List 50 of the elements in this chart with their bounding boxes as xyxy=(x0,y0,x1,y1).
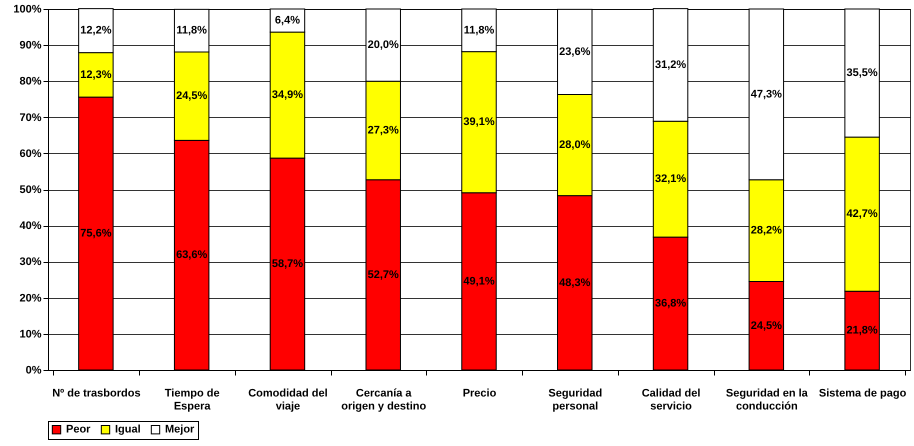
x-tick-label: Nº de trasbordos xyxy=(52,388,141,400)
data-label: 23,6% xyxy=(559,46,591,58)
data-label: 39,1% xyxy=(463,116,495,128)
legend-label: Peor xyxy=(66,424,92,436)
data-label: 27,3% xyxy=(368,124,400,136)
data-label: 12,3% xyxy=(80,68,112,81)
x-tick-label: Calidad del servicio xyxy=(642,388,700,412)
y-tick-label: 100% xyxy=(13,4,42,16)
data-label: 11,8% xyxy=(176,24,208,37)
data-label: 35,5% xyxy=(846,67,878,80)
y-tick-label: 0% xyxy=(26,364,42,376)
x-tick-label: Seguridad en la conducción xyxy=(726,388,809,412)
y-tick-label: 30% xyxy=(19,256,42,268)
data-label: 11,8% xyxy=(464,24,495,36)
y-tick-label: 10% xyxy=(19,328,42,340)
y-tick-label: 40% xyxy=(19,220,42,232)
data-label: 32,1% xyxy=(654,173,686,186)
legend-label: Mejor xyxy=(165,424,196,436)
data-label: 47,3% xyxy=(750,88,782,100)
data-label: 31,2% xyxy=(654,58,686,71)
data-label: 21,8% xyxy=(846,324,878,337)
data-label: 20,0% xyxy=(368,39,400,52)
data-label: 36,8% xyxy=(654,298,686,310)
data-label: 42,7% xyxy=(846,208,878,220)
y-tick-label: 80% xyxy=(19,76,42,88)
data-label: 24,5% xyxy=(176,90,208,102)
data-label: 63,6% xyxy=(176,249,208,262)
data-label: 24,5% xyxy=(750,320,782,332)
data-label: 75,6% xyxy=(80,228,112,240)
y-tick-label: 70% xyxy=(19,112,42,124)
x-tick-label: Tiempo de Espera xyxy=(164,388,220,412)
x-tick-label: Sistema de pago xyxy=(818,388,907,400)
x-tick-label: Seguridad personal xyxy=(548,388,602,412)
legend-label: Igual xyxy=(115,424,141,436)
data-label: 52,7% xyxy=(368,268,400,281)
y-tick-label: 60% xyxy=(19,148,42,160)
y-tick-label: 20% xyxy=(19,292,42,304)
data-label: 48,3% xyxy=(559,276,591,289)
data-label: 34,9% xyxy=(272,89,304,102)
data-label: 6,4% xyxy=(274,14,300,27)
data-label: 49,1% xyxy=(463,275,495,288)
data-label: 28,2% xyxy=(750,224,782,237)
y-tick-label: 50% xyxy=(19,184,42,196)
data-label: 28,0% xyxy=(559,139,591,152)
x-tick-label: Precio xyxy=(462,388,497,400)
x-tick-label: Cercanía a origen y destino xyxy=(341,388,426,412)
y-tick-label: 90% xyxy=(19,40,42,52)
data-label: 12,2% xyxy=(80,24,112,37)
data-label: 58,7% xyxy=(272,258,304,270)
x-tick-label: Comodidad del viaje xyxy=(248,388,328,412)
